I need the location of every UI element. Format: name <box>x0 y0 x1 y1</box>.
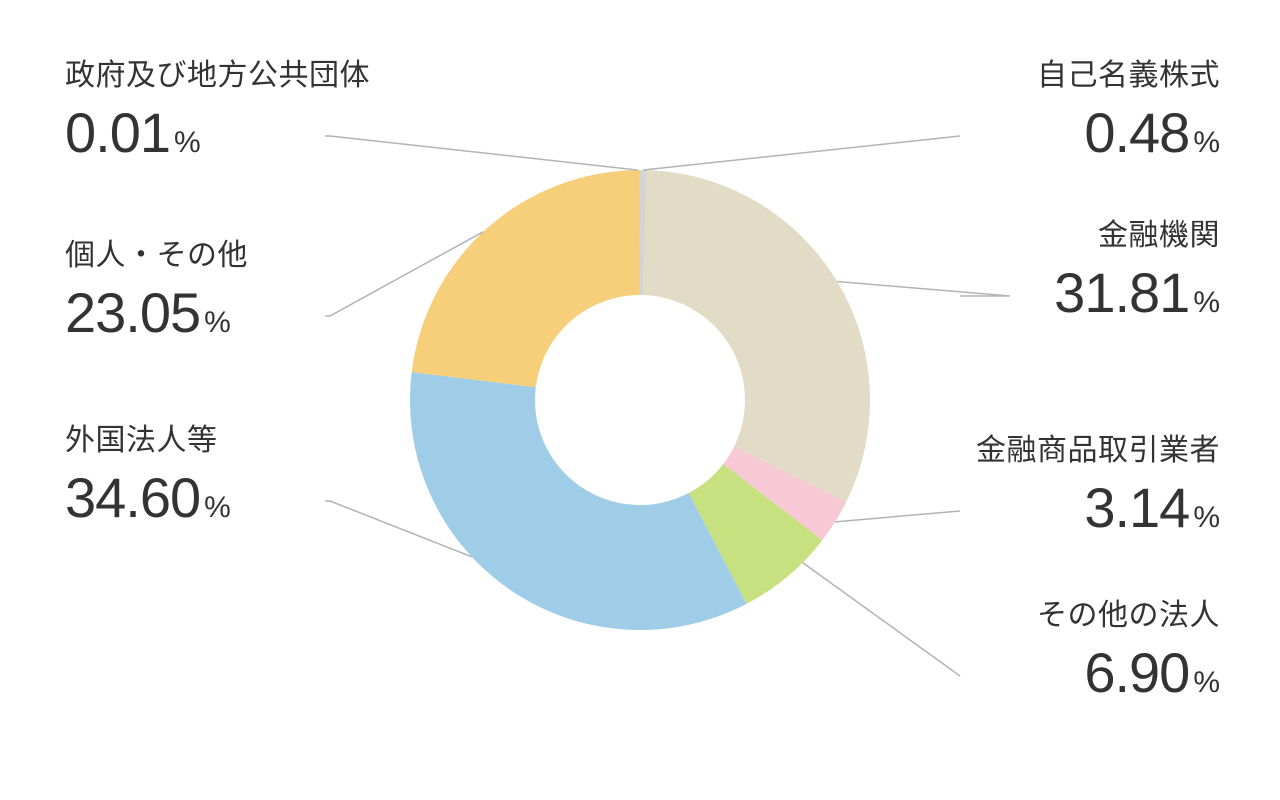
leader-line <box>643 136 960 170</box>
leader-line <box>803 563 960 676</box>
chart-label-name: 政府及び地方公共団体 <box>65 50 370 94</box>
chart-label: 自己名義株式 0.48% <box>1037 50 1220 165</box>
percent-sign: % <box>204 491 231 524</box>
chart-label-number: 0.01 <box>65 101 170 164</box>
percent-sign: % <box>1193 501 1220 534</box>
chart-label-name: 金融商品取引業者 <box>976 425 1220 469</box>
chart-label-name: 外国法人等 <box>65 415 231 459</box>
chart-label-number: 34.60 <box>65 466 200 529</box>
chart-label: その他の法人 6.90% <box>1037 590 1220 705</box>
chart-label-number: 3.14 <box>1084 476 1189 539</box>
chart-label-number: 0.48 <box>1084 101 1189 164</box>
chart-label: 外国法人等 34.60% <box>65 415 231 530</box>
chart-label-name: 自己名義株式 <box>1037 50 1220 94</box>
chart-label: 個人・その他 23.05% <box>65 230 248 345</box>
percent-sign: % <box>1193 286 1220 319</box>
chart-label: 政府及び地方公共団体 0.01% <box>65 50 370 165</box>
chart-label-value: 31.81% <box>1054 260 1220 325</box>
chart-label: 金融機関 31.81% <box>1054 210 1220 325</box>
donut-slices <box>410 170 870 630</box>
chart-label-value: 34.60% <box>65 465 231 530</box>
percent-sign: % <box>1193 666 1220 699</box>
chart-label-number: 23.05 <box>65 281 200 344</box>
donut-slice <box>412 170 640 387</box>
chart-label-name: 個人・その他 <box>65 230 248 274</box>
leader-line <box>325 136 638 170</box>
donut-slice <box>643 170 870 502</box>
leader-line <box>837 282 1010 296</box>
chart-label-value: 6.90% <box>1037 640 1220 705</box>
chart-label: 金融商品取引業者 3.14% <box>976 425 1220 540</box>
percent-sign: % <box>204 306 231 339</box>
leader-line <box>835 511 960 522</box>
chart-label-name: その他の法人 <box>1037 590 1220 634</box>
chart-label-value: 0.48% <box>1037 100 1220 165</box>
chart-label-name: 金融機関 <box>1054 210 1220 254</box>
chart-label-value: 3.14% <box>976 475 1220 540</box>
percent-sign: % <box>174 126 201 159</box>
percent-sign: % <box>1193 126 1220 159</box>
chart-label-value: 23.05% <box>65 280 248 345</box>
chart-label-number: 31.81 <box>1054 261 1189 324</box>
donut-chart: 自己名義株式0.48%金融機関31.81%金融商品取引業者3.14%その他の法人… <box>0 0 1280 800</box>
chart-label-number: 6.90 <box>1084 641 1189 704</box>
chart-label-value: 0.01% <box>65 100 370 165</box>
